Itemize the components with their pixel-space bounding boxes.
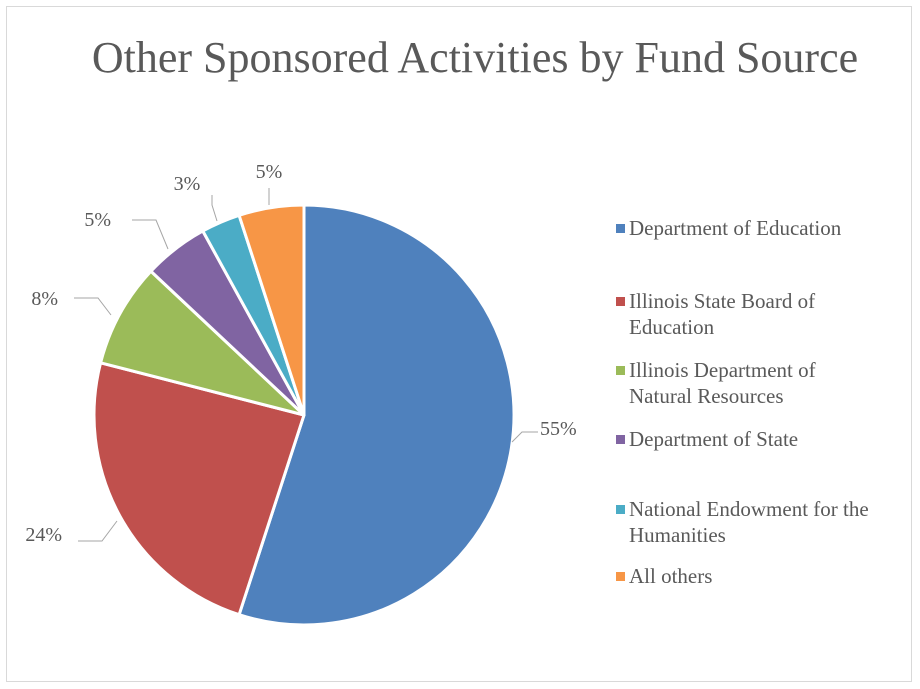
legend-label: Department of Education — [629, 216, 842, 240]
pie-slice-department-of-education — [237, 203, 516, 627]
legend-swatch — [616, 505, 625, 514]
legend-label-line2: Natural Resources — [629, 384, 784, 408]
legend-item-neh: National Endowment for the Humanities — [613, 496, 913, 548]
data-label-illinois-dnr: 8% — [31, 288, 58, 310]
leader-line — [132, 219, 169, 250]
pie-slice-illinois-state-board — [92, 361, 306, 617]
data-label-department-of-state: 5% — [84, 209, 111, 231]
chart-title: Other Sponsored Activities by Fund Sourc… — [91, 33, 859, 82]
leader-line — [511, 431, 538, 443]
legend-swatch — [616, 435, 625, 444]
legend-item-department-of-education: Department of Education — [613, 215, 913, 241]
legend-swatch — [616, 366, 625, 375]
legend-label-line2: Humanities — [629, 523, 726, 547]
legend-swatch — [616, 572, 625, 581]
legend-swatch — [616, 224, 625, 233]
pie-slice-illinois-dnr — [99, 269, 306, 417]
legend-swatch — [616, 297, 625, 306]
data-label-neh: 3% — [174, 173, 201, 195]
data-label-illinois-state-board: 24% — [25, 524, 62, 546]
legend-item-department-of-state: Department of State — [613, 426, 913, 452]
pie-slice-all-others — [237, 203, 306, 417]
data-label-department-of-education: 55% — [540, 418, 577, 440]
leader-line — [74, 297, 112, 316]
legend-item-all-others: All others — [613, 563, 913, 589]
legend-label: All others — [629, 564, 713, 588]
legend-label: Department of State — [629, 427, 799, 451]
data-label-all-others: 5% — [256, 161, 283, 183]
legend-label: National Endowment for the — [629, 497, 869, 521]
leader-line — [211, 195, 218, 222]
leader-line — [78, 520, 118, 542]
legend-label-line2: Education — [629, 315, 715, 339]
legend-label: Illinois Department of — [629, 358, 816, 382]
legend-item-illinois-dnr: Illinois Department of Natural Resources — [613, 357, 913, 409]
legend-label: Illinois State Board of — [629, 289, 816, 313]
legend-item-illinois-state-board: Illinois State Board of Education — [613, 288, 913, 340]
